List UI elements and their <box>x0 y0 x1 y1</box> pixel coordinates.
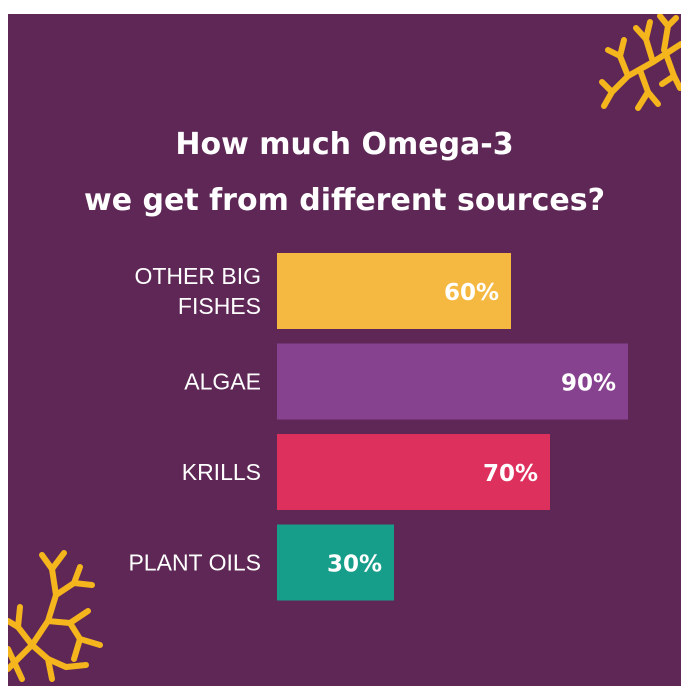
category-label: FISHES <box>178 293 261 319</box>
value-label: 70% <box>483 461 538 487</box>
category-label: ALGAE <box>184 369 261 395</box>
category-label: KRILLS <box>182 459 261 485</box>
bar-plant-oils <box>277 524 394 601</box>
category-label: PLANT OILS <box>128 550 261 576</box>
value-label: 30% <box>327 552 382 578</box>
coral-bottom-left <box>8 550 103 682</box>
chart-title: How much Omega-3 we get from different s… <box>8 117 681 229</box>
category-label: OTHER BIG <box>134 263 261 289</box>
value-label: 90% <box>561 371 616 397</box>
bar-other-big-fishes <box>277 253 511 329</box>
chart-title-line-1: How much Omega-3 <box>175 127 514 162</box>
coral-top-right <box>599 14 681 111</box>
infographic-card: How much Omega-3 we get from different s… <box>8 14 681 686</box>
bar-chart: 60% OTHER BIG FISHES 90% ALGAE 70% KRILLS 30% PL… <box>128 253 628 601</box>
chart-title-line-2: we get from different sources? <box>84 183 605 218</box>
bar-algae <box>277 343 628 420</box>
bar-krills <box>277 434 550 510</box>
value-label: 60% <box>444 280 499 306</box>
